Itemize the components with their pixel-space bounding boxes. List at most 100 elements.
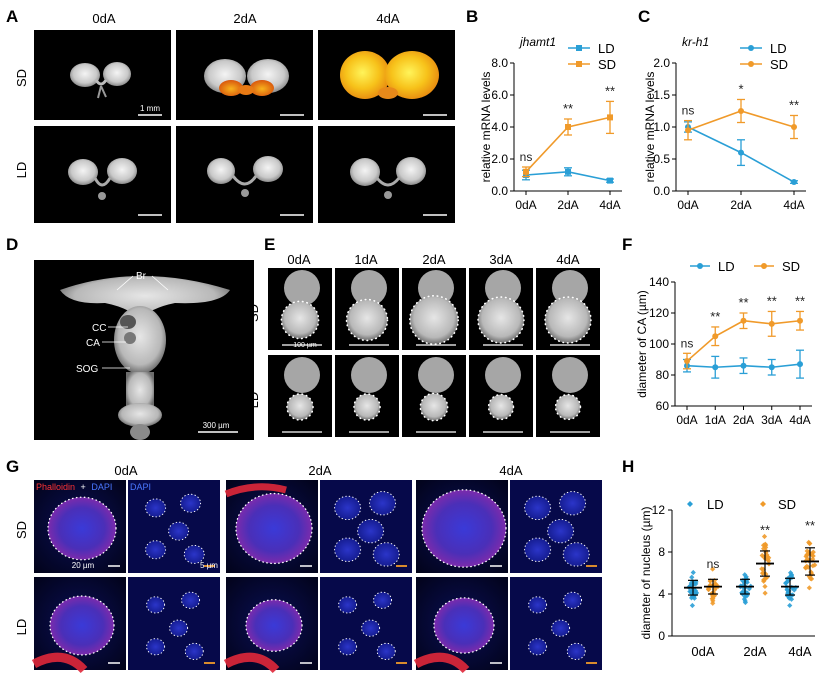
panel-g-nucleus-0-2-4 — [563, 542, 590, 567]
x-tick-label-C-1: 2dA — [730, 198, 751, 212]
panel-g-scale-left: 20 µm — [72, 561, 95, 570]
point-H-SD-2-26 — [810, 553, 816, 559]
y-tick-label-F-4: 140 — [649, 275, 669, 289]
x-tick-label-H-1: 2dA — [743, 644, 766, 659]
legend-label-B-LD: LD — [598, 41, 615, 56]
annotation-H-1: ** — [760, 522, 770, 537]
panel-e-tissue-1-2 — [418, 357, 454, 393]
panel-letter-e: E — [264, 235, 275, 254]
point-H-LD-0-28 — [689, 602, 695, 609]
panel-g-nucleus-0-0-0 — [145, 498, 166, 517]
panel-e-outline-0-3 — [477, 296, 525, 344]
panel-g-nucleus-outline-0-2-1 — [559, 491, 587, 516]
panel-g-nucleus-outline-1-1-3 — [338, 638, 358, 656]
panel-g-row-sd: SD — [14, 521, 29, 539]
stain-dapi: DAPI — [91, 482, 112, 492]
panel-g-nucleus-outline-1-0-3 — [146, 638, 166, 656]
legend-marker-C-SD — [748, 61, 754, 67]
annotation-F-4: ** — [795, 293, 805, 308]
panel-g-nucleus-1-2-4 — [567, 643, 586, 660]
panel-g-nucleus-outline-1-2-0 — [528, 596, 548, 614]
panel-letter-c: C — [638, 7, 650, 26]
gland-pair-ld-2 — [350, 157, 426, 199]
x-tick-label-H-2: 4dA — [788, 644, 811, 659]
panel-g-nucleus-0-2-0 — [524, 496, 551, 520]
panel-g-nucleus-1-0-4 — [185, 643, 204, 660]
point-H-SD-2-23 — [807, 541, 813, 547]
panel-e-outline-1-4 — [554, 393, 582, 421]
legend-label-H-LD: LD — [707, 497, 724, 512]
panel-g-scale-right: 5 µm — [200, 561, 218, 570]
point-H-SD-1-29 — [764, 554, 771, 560]
panel-g-nucleus-0-1-2 — [357, 519, 384, 543]
panel-g-nucleus-0-0-4 — [184, 545, 205, 564]
panel-g-nucleus-outline-0-1-4 — [372, 542, 400, 567]
panel-g-nucleus-outline-1-0-0 — [146, 596, 166, 614]
legend-label-H-SD: SD — [778, 497, 796, 512]
point-H-LD-0-29 — [689, 574, 695, 580]
marker-B-LD-2 — [607, 177, 613, 184]
panel-g-nucleus-outline-0-0-0 — [145, 498, 167, 518]
panel-g-nucleus-1-2-1 — [563, 592, 582, 609]
x-tick-label-B-0: 0dA — [515, 198, 536, 212]
panel-e-gland-1-4 — [555, 394, 581, 420]
x-tick-label-H-0: 0dA — [691, 644, 714, 659]
y-axis-label-F: diameter of CA (µm) — [635, 290, 649, 398]
legend-marker-B-SD — [576, 61, 582, 67]
panel-letter-f: F — [622, 235, 632, 254]
panel-d-label-br: Br — [136, 271, 147, 282]
panel-g-nucleus-1-0-2 — [169, 620, 188, 637]
panel-g-nucleus-outline-1-2-2 — [551, 619, 571, 637]
panel-e-gland-0-0 — [281, 301, 319, 339]
y-axis-label-H: diameter of nucleus (µm) — [639, 507, 653, 640]
panel-e: E 0dA 1dA 2dA 3dA 4dA SD LD 100 µm — [246, 235, 600, 437]
gland-pair-sd-2 — [340, 51, 439, 99]
marker-B-SD-2 — [607, 114, 613, 121]
annotation-H-0: ns — [707, 557, 720, 571]
panel-g-cell-outline-1-0 — [49, 595, 115, 656]
y-tick-label-H-2: 8 — [658, 545, 665, 559]
panel-g-nucleus-outline-1-1-4 — [376, 642, 396, 661]
marker-F-LD-1 — [712, 364, 719, 371]
annotation-F-3: ** — [767, 293, 777, 308]
x-tick-label-F-0: 0dA — [676, 413, 697, 427]
legend-marker-F-LD — [697, 263, 703, 269]
x-tick-label-F-2: 2dA — [733, 413, 754, 427]
panel-g-nucleus-0-1-1 — [369, 491, 396, 515]
y-tick-label-F-3: 120 — [649, 306, 669, 320]
panel-letter-a: A — [6, 7, 18, 26]
panel-g-nucleus-outline-0-0-4 — [183, 544, 205, 564]
y-tick-label-C-1: 0.5 — [653, 152, 670, 166]
panel-g-nucleus-1-1-1 — [373, 592, 392, 609]
panel-g-nucleus-0-2-2 — [547, 519, 574, 543]
panel-e-tissue-1-0 — [284, 357, 320, 393]
panel-g-nucleus-0-0-1 — [180, 494, 201, 513]
panel-e-col-2: 2dA — [422, 252, 445, 267]
panel-e-col-1: 1dA — [354, 252, 377, 267]
panel-e-outline-0-2 — [409, 295, 459, 345]
panel-g-nucleus-1-0-1 — [181, 592, 200, 609]
panel-g-cell-1-0 — [50, 596, 114, 655]
panel-g-nucleus-outline-0-1-2 — [357, 518, 385, 544]
panel-g-cell-outline-0-2 — [421, 489, 507, 568]
panel-g-cell-outline-1-1 — [245, 599, 303, 652]
panel-g-nucleus-1-0-0 — [146, 596, 165, 614]
marker-C-SD-2 — [791, 124, 797, 130]
panel-e-gland-0-1 — [346, 299, 388, 341]
point-H-SD-1-20 — [761, 578, 767, 584]
x-tick-label-B-1: 2dA — [557, 198, 578, 212]
panel-g-dapi-label: DAPI — [130, 482, 151, 492]
panel-g-col-0: 0dA — [114, 463, 137, 478]
point-H-LD-2-19 — [784, 586, 790, 593]
panel-g-nucleus-outline-1-0-4 — [184, 642, 204, 661]
panel-a-image-ld-1 — [176, 126, 313, 223]
x-tick-label-C-0: 0dA — [677, 198, 698, 212]
legend-label-C-LD: LD — [770, 41, 787, 56]
y-tick-label-C-3: 1.5 — [653, 88, 670, 102]
panel-g-nucleus-outline-0-2-0 — [524, 495, 552, 521]
y-axis-label-B: relative mRNA levels — [479, 72, 493, 183]
point-H-SD-1-28 — [760, 570, 766, 577]
panel-a-col-1: 2dA — [233, 11, 256, 26]
point-H-LD-1-14 — [743, 574, 749, 580]
y-tick-label-C-2: 1.0 — [653, 120, 670, 134]
